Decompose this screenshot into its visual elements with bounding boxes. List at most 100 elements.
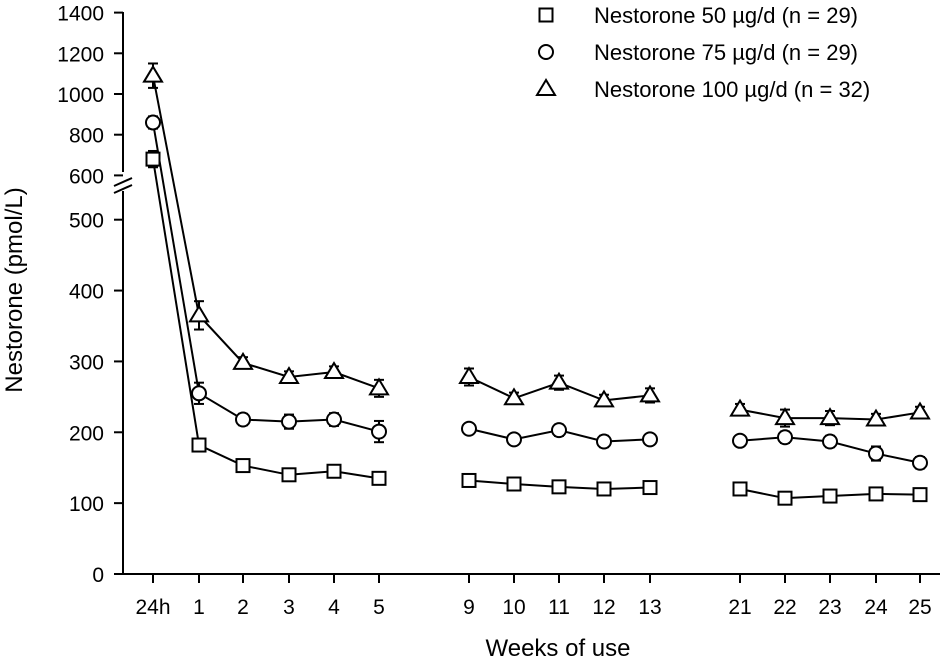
data-point-square <box>506 476 522 492</box>
y-tick-label: 800 <box>69 125 104 148</box>
data-point-triangle <box>865 408 887 427</box>
data-point-circle <box>777 429 793 446</box>
data-point-triangle <box>729 398 751 417</box>
data-point-circle <box>506 431 522 448</box>
x-tick-label: 5 <box>373 596 385 619</box>
legend-label: Nestorone 75 µg/d (n = 29) <box>594 40 858 65</box>
data-point-circle <box>868 445 884 462</box>
x-axis-label: Weeks of use <box>486 635 631 662</box>
data-point-square <box>371 470 387 486</box>
y-tick-label: 400 <box>69 281 104 304</box>
data-point-triangle <box>909 401 931 420</box>
y-tick-label: 500 <box>69 210 104 233</box>
data-point-square <box>596 481 612 497</box>
data-point-circle <box>461 420 477 437</box>
data-point-square <box>281 467 297 483</box>
data-point-triangle <box>774 407 796 426</box>
axis-break-mark-1 <box>113 177 133 187</box>
legend-item: Nestorone 75 µg/d (n = 29) <box>538 40 858 65</box>
data-point-triangle <box>188 304 210 323</box>
x-tick-label: 10 <box>502 596 525 619</box>
data-point-square <box>822 488 838 504</box>
legend-marker-circle <box>538 44 554 60</box>
y-tick-label: 100 <box>69 493 104 516</box>
legend-marker-square <box>538 7 554 23</box>
data-point-triangle <box>819 407 841 426</box>
y-tick-label: 300 <box>69 351 104 374</box>
legend-label: Nestorone 100 µg/d (n = 32) <box>594 77 870 102</box>
y-tick-label: 200 <box>69 422 104 445</box>
data-point-triangle <box>548 371 570 390</box>
data-point-square <box>868 486 884 502</box>
legend: Nestorone 50 µg/d (n = 29) Nestorone 75 µ… <box>535 3 870 102</box>
data-point-circle <box>642 431 658 448</box>
data-point-circle <box>235 411 251 428</box>
axis-break-mark-2 <box>113 184 133 194</box>
data-point-square <box>642 480 658 496</box>
series-circle <box>148 115 925 470</box>
x-tick-label: 24h <box>135 596 170 619</box>
series-line <box>152 75 380 390</box>
data-point-square <box>912 487 928 503</box>
data-point-circle <box>912 454 928 471</box>
x-tick-label: 24 <box>864 596 888 619</box>
data-point-triangle <box>278 366 300 385</box>
markers-square <box>145 151 928 506</box>
data-point-triangle <box>458 366 480 385</box>
data-point-triangle <box>232 351 254 370</box>
legend-item: Nestorone 50 µg/d (n = 29) <box>538 3 858 28</box>
data-point-circle <box>732 432 748 449</box>
data-point-square <box>461 472 477 488</box>
data-point-circle <box>191 385 207 402</box>
x-tick-label: 1 <box>193 596 205 619</box>
data-point-square <box>191 437 207 453</box>
markers-triangle <box>142 64 931 427</box>
y-tick-label: 0 <box>92 564 104 587</box>
x-tick-label: 13 <box>638 596 661 619</box>
data-point-square <box>551 479 567 495</box>
data-point-circle <box>371 423 387 440</box>
data-point-triangle <box>639 384 661 403</box>
legend-marker-triangle <box>535 78 557 96</box>
data-point-circle <box>551 422 567 439</box>
axes <box>113 12 940 575</box>
data-point-triangle <box>142 64 164 83</box>
data-point-circle <box>822 433 838 450</box>
series-triangle <box>148 62 925 428</box>
data-point-circle <box>326 411 342 428</box>
data-point-circle <box>596 433 612 450</box>
data-point-square <box>145 151 161 167</box>
data-point-triangle <box>368 377 390 396</box>
legend-label: Nestorone 50 µg/d (n = 29) <box>594 3 858 28</box>
x-tick-label: 25 <box>908 596 931 619</box>
legend-item: Nestorone 100 µg/d (n = 32) <box>535 77 870 102</box>
x-tick-label: 23 <box>818 596 841 619</box>
x-tick-label: 9 <box>463 596 475 619</box>
y-tick-label: 1400 <box>57 3 104 26</box>
data-point-square <box>326 463 342 479</box>
data-point-circle <box>281 413 297 430</box>
y-axis-label: Nestorone (pmol/L) <box>1 187 28 392</box>
x-tick-label: 11 <box>548 596 570 619</box>
plot-area <box>142 62 931 506</box>
data-point-triangle <box>593 389 615 408</box>
x-tick-label: 12 <box>592 596 615 619</box>
x-tick-label: 21 <box>728 596 751 619</box>
series-square <box>148 149 925 503</box>
y-tick-label: 1200 <box>57 43 104 66</box>
series-line <box>152 122 380 433</box>
x-tick-label: 3 <box>283 596 295 619</box>
data-point-triangle <box>503 387 525 406</box>
y-tick-label: 600 <box>69 165 104 188</box>
data-point-square <box>777 490 793 506</box>
markers-circle <box>145 114 928 471</box>
x-tick-label: 22 <box>773 596 796 619</box>
x-tick-label: 2 <box>237 596 249 619</box>
data-point-square <box>732 481 748 497</box>
y-tick-label: 1000 <box>57 84 104 107</box>
data-point-circle <box>145 114 161 131</box>
data-point-square <box>235 458 251 474</box>
data-point-triangle <box>323 361 345 380</box>
